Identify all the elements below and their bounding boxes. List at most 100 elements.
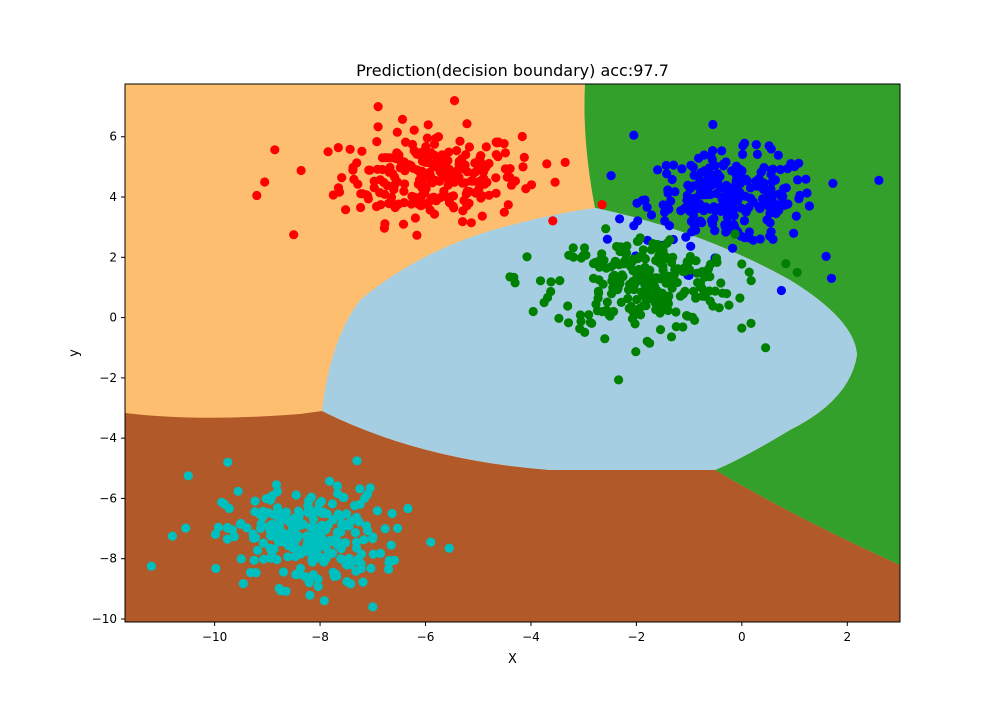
plot-frame	[124, 83, 901, 623]
data-point	[323, 550, 333, 561]
data-point	[563, 318, 574, 328]
data-point	[359, 535, 369, 545]
data-point	[689, 181, 699, 191]
data-point	[700, 272, 710, 282]
data-point	[382, 180, 392, 191]
data-point	[265, 495, 276, 505]
data-point	[435, 166, 445, 176]
data-point	[322, 509, 332, 519]
data-point	[604, 310, 614, 320]
data-point	[510, 278, 520, 288]
data-point	[250, 496, 260, 506]
data-point	[373, 102, 383, 112]
data-point	[682, 190, 692, 200]
data-point	[701, 202, 711, 212]
y-tick-label: 6	[109, 130, 117, 144]
data-point	[409, 125, 419, 135]
data-point	[386, 192, 397, 202]
data-point	[464, 142, 474, 152]
data-point	[356, 202, 366, 213]
data-point	[350, 528, 360, 538]
data-point	[273, 537, 284, 547]
data-point	[365, 483, 375, 493]
data-point	[222, 534, 232, 544]
x-axis-label: X	[508, 652, 517, 667]
data-point	[568, 252, 579, 262]
data-point	[423, 120, 433, 130]
data-point	[752, 177, 762, 187]
data-point	[575, 324, 585, 334]
data-point	[663, 185, 673, 195]
data-point	[229, 532, 239, 542]
data-point	[284, 530, 294, 540]
data-point	[249, 555, 259, 565]
data-point	[475, 176, 485, 186]
data-point	[213, 522, 223, 532]
data-point	[791, 211, 801, 221]
data-point	[503, 200, 513, 210]
data-point	[416, 201, 426, 211]
data-point	[491, 137, 501, 147]
data-point	[629, 307, 639, 317]
data-point	[433, 132, 444, 142]
data-point	[874, 175, 884, 185]
data-point	[685, 265, 695, 275]
data-point	[727, 208, 737, 218]
data-point	[400, 179, 410, 189]
y-tick-label: −8	[99, 552, 117, 566]
data-point	[350, 501, 360, 511]
data-point	[781, 183, 791, 193]
data-point	[313, 581, 323, 592]
data-point	[167, 531, 177, 541]
data-point	[678, 322, 688, 332]
data-point	[461, 150, 471, 160]
data-point	[236, 554, 246, 564]
data-point	[668, 160, 679, 170]
data-point	[740, 191, 750, 201]
data-point	[481, 142, 491, 152]
data-point	[615, 214, 625, 224]
data-point	[598, 260, 608, 270]
data-point	[448, 191, 459, 201]
data-point	[686, 160, 696, 170]
data-point	[291, 544, 301, 554]
data-point	[642, 202, 652, 212]
data-point	[746, 276, 756, 286]
data-point	[335, 526, 345, 536]
data-point	[631, 347, 641, 357]
data-point	[804, 201, 815, 211]
data-point	[285, 517, 295, 527]
data-point	[380, 524, 390, 534]
data-point	[250, 507, 260, 517]
data-point	[646, 294, 656, 304]
data-point	[339, 492, 349, 502]
data-point	[685, 251, 696, 262]
x-tick-label: 2	[843, 630, 851, 644]
data-point	[789, 228, 799, 238]
data-point	[697, 218, 707, 228]
data-point	[826, 273, 837, 283]
data-point	[409, 146, 419, 156]
data-point	[550, 177, 560, 187]
data-point	[755, 234, 765, 244]
data-point	[379, 223, 389, 233]
data-point	[711, 177, 721, 187]
data-point	[708, 119, 718, 130]
data-point	[751, 140, 761, 150]
data-point	[394, 199, 404, 209]
data-point	[768, 190, 778, 200]
data-point	[711, 253, 722, 263]
data-point	[368, 549, 378, 559]
data-point	[345, 144, 355, 154]
data-point	[597, 200, 607, 210]
data-point	[708, 301, 718, 311]
data-point	[477, 211, 487, 221]
data-point	[601, 224, 611, 234]
data-point	[505, 172, 515, 182]
data-point	[752, 149, 763, 159]
data-point	[252, 190, 262, 201]
data-point	[386, 540, 396, 550]
data-point	[500, 164, 510, 174]
data-point	[454, 159, 464, 169]
data-point	[272, 487, 282, 497]
